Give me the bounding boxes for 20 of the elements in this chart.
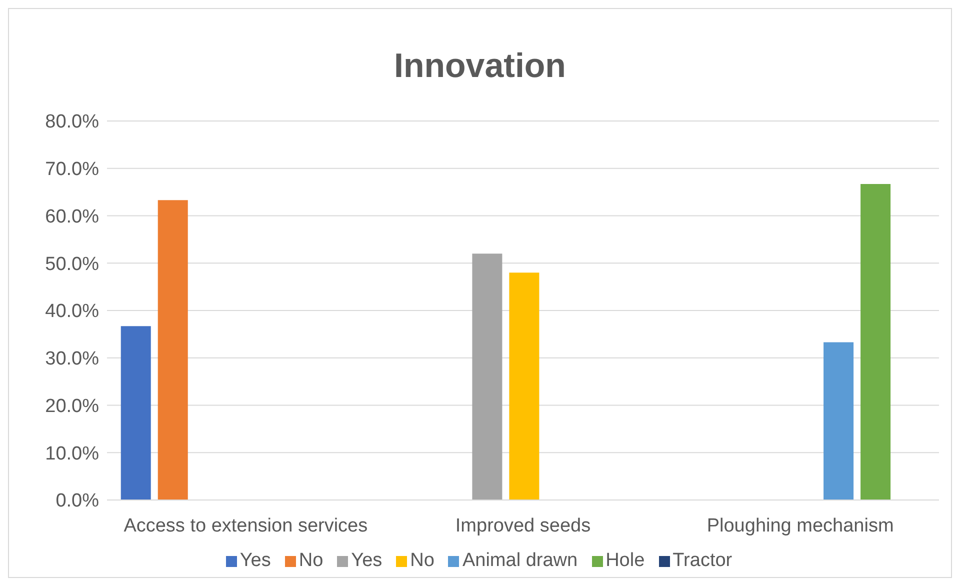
y-tick-label: 40.0%: [45, 301, 100, 322]
y-tick-label: 10.0%: [45, 443, 100, 464]
legend-label: Animal drawn: [461, 550, 578, 572]
y-tick-label: 0.0%: [56, 490, 100, 512]
legend-label: Yes: [238, 550, 271, 572]
x-tick-label: Improved seeds: [455, 515, 591, 536]
y-tick-label: 20.0%: [45, 396, 100, 417]
y-tick-label: 70.0%: [45, 159, 100, 180]
y-tick-label: 60.0%: [45, 206, 100, 228]
x-tick-label: Access to extension services: [124, 515, 368, 536]
legend-label: No: [409, 550, 434, 572]
legend-label: Hole: [604, 550, 645, 572]
chart-title: Innovation: [393, 47, 567, 86]
legend-label: No: [298, 550, 324, 572]
y-tick-label: 80.0%: [45, 112, 100, 133]
legend-label: Tractor: [672, 550, 732, 572]
x-tick-label: Ploughing mechanism: [706, 515, 894, 536]
legend-label: Yes: [350, 550, 382, 572]
y-tick-label: 50.0%: [45, 254, 100, 275]
y-tick-label: 30.0%: [45, 348, 100, 370]
